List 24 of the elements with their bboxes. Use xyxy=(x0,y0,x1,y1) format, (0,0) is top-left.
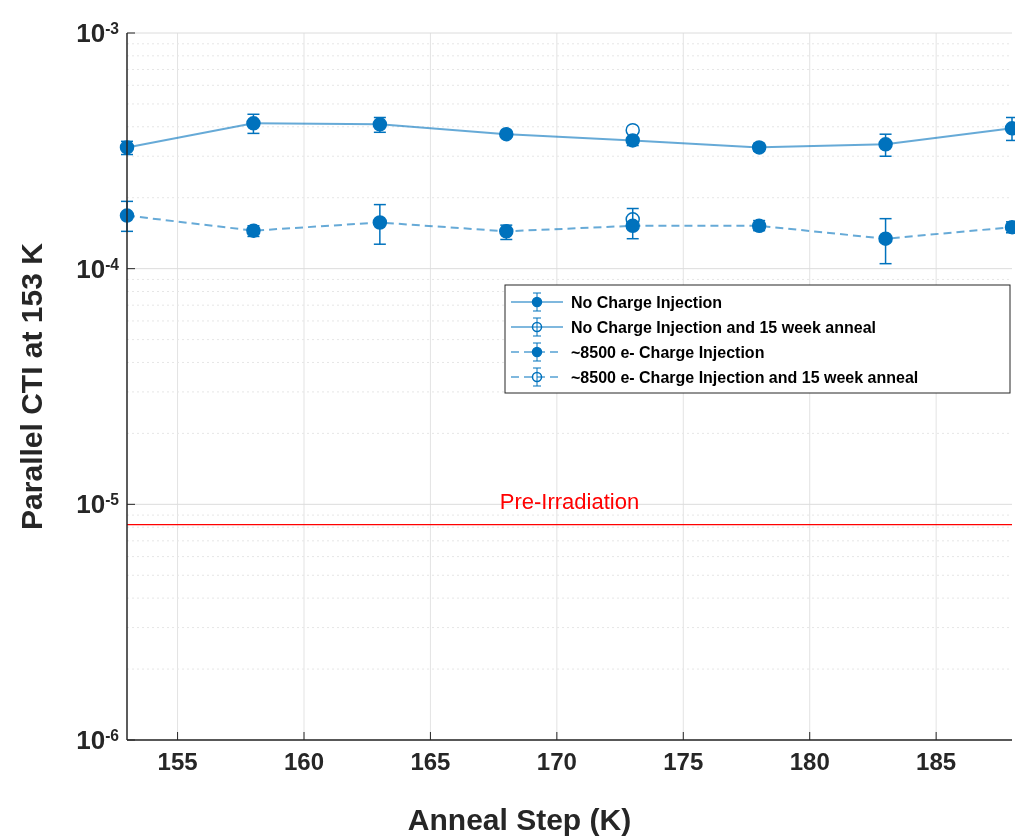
legend-label: ~8500 e- Charge Injection and 15 week anneal xyxy=(571,369,919,386)
legend-label: ~8500 e- Charge Injection xyxy=(571,344,765,361)
x-tick-label: 170 xyxy=(536,748,577,775)
x-axis-title: Anneal Step (K) xyxy=(407,803,632,836)
x-tick-label: 160 xyxy=(283,748,325,775)
y-tick-label: 10$^{-6}$ xyxy=(76,725,120,755)
point xyxy=(246,116,261,131)
ref-line-label: Pre-Irradiation xyxy=(499,488,640,514)
y-tick-label: 10$^{-3}$ xyxy=(76,18,120,48)
x-tick-label: 185 xyxy=(916,748,957,775)
point xyxy=(878,137,893,152)
x-tick-label: 155 xyxy=(157,748,198,775)
point xyxy=(878,231,893,246)
y-tick-label: 10$^{-5}$ xyxy=(76,489,120,520)
legend-label: No Charge Injection xyxy=(571,294,723,311)
point xyxy=(625,122,640,138)
point xyxy=(499,126,514,142)
legend-label: No Charge Injection and 15 week anneal xyxy=(571,319,876,336)
x-tick-label: 175 xyxy=(663,748,704,775)
x-tick-label: 165 xyxy=(410,748,451,775)
point xyxy=(372,215,388,230)
y-tick-label: 10$^{-4}$ xyxy=(76,253,120,284)
y-axis-title: Parallel CTI at 153 K xyxy=(15,242,48,530)
x-tick-label: 180 xyxy=(789,748,830,775)
